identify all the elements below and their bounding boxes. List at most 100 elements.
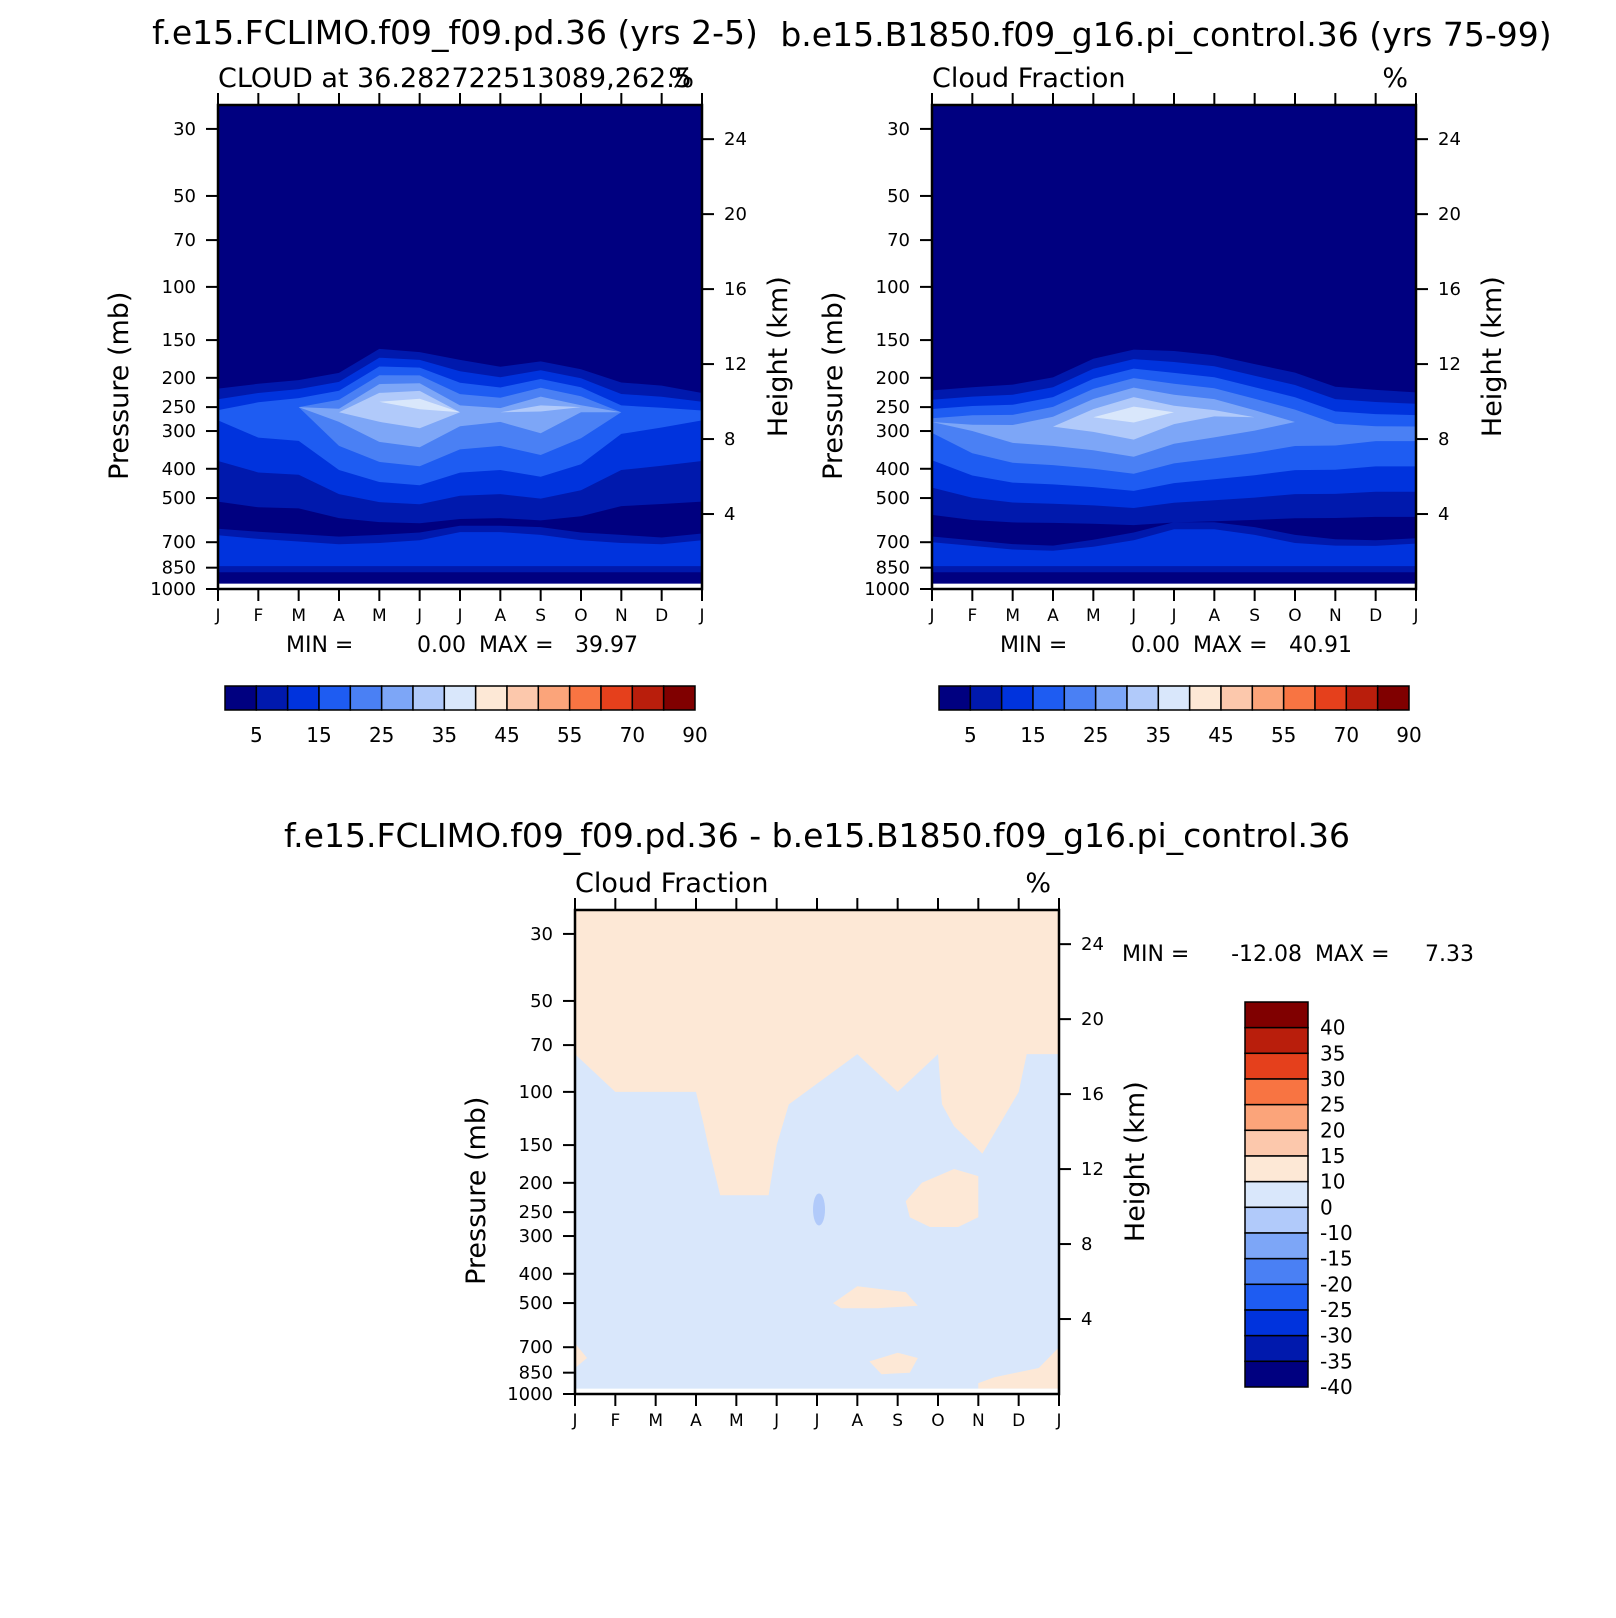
y-tick-label: 850 bbox=[519, 1363, 553, 1384]
x-tick-label: J bbox=[773, 1411, 779, 1431]
y2-tick-label: 4 bbox=[1438, 504, 1449, 525]
y2-tick-label: 24 bbox=[1081, 934, 1104, 955]
y-tick-label: 50 bbox=[530, 991, 553, 1012]
x-tick-label: M bbox=[729, 1411, 744, 1431]
x-tick-label: M bbox=[648, 1411, 663, 1431]
colorbar-swatch bbox=[380, 685, 414, 711]
y2-tick-label: 4 bbox=[724, 504, 735, 525]
y2-tick-label: 20 bbox=[1081, 1009, 1104, 1030]
low-cloud-band-10 bbox=[932, 529, 1416, 567]
panel-1: J F M A M J J A S O N D J 30 50 70 100 150 200 250 300 400 500… bbox=[104, 13, 794, 747]
plot-subtitle: Cloud Fraction bbox=[932, 63, 1125, 94]
y2-tick-label: 16 bbox=[724, 279, 747, 300]
y-tick-label: 400 bbox=[162, 459, 196, 480]
x-tick-label: S bbox=[892, 1411, 903, 1431]
colorbar-label: 20 bbox=[1320, 1118, 1345, 1142]
colorbar-swatch bbox=[1244, 1078, 1309, 1106]
y2-tick-label: 20 bbox=[1438, 204, 1461, 225]
y-tick-label: 400 bbox=[876, 459, 910, 480]
colorbar-swatch bbox=[1314, 685, 1348, 711]
colorbar-swatch bbox=[1244, 1206, 1309, 1234]
colorbar-label: 90 bbox=[682, 723, 707, 747]
x-tick-label: J bbox=[1055, 1411, 1061, 1431]
colorbar-swatch bbox=[1244, 1155, 1309, 1183]
colorbar-swatch bbox=[938, 685, 972, 711]
x-tick-label: J bbox=[698, 606, 704, 626]
colorbar-swatch bbox=[318, 685, 352, 711]
positive-blob-low bbox=[869, 1352, 918, 1375]
y-tick-label: 250 bbox=[162, 397, 196, 418]
colorbar-swatch bbox=[1000, 685, 1034, 711]
x-tick-label: J bbox=[813, 1411, 819, 1431]
colorbar-label: 15 bbox=[1320, 1144, 1345, 1168]
y-tick-label: 50 bbox=[887, 186, 910, 207]
y-tick-label: 30 bbox=[887, 119, 910, 140]
colorbar-swatch bbox=[1032, 685, 1066, 711]
colorbar-swatch bbox=[506, 685, 540, 711]
x-tick-label: M bbox=[1005, 606, 1020, 626]
x-tick-label: J bbox=[456, 606, 462, 626]
y2-axis-label: Height (km) bbox=[1120, 1081, 1151, 1242]
colorbar-label: 90 bbox=[1396, 723, 1421, 747]
colorbar-swatch bbox=[1220, 685, 1254, 711]
colorbar-label: 10 bbox=[1320, 1170, 1345, 1194]
y2-tick-label: 12 bbox=[1081, 1159, 1104, 1180]
y-tick-label: 700 bbox=[876, 532, 910, 553]
colorbar-label: 15 bbox=[306, 723, 331, 747]
positive-blob-mid bbox=[833, 1286, 918, 1309]
x-tick-label: N bbox=[972, 1411, 985, 1431]
x-tick-label: A bbox=[333, 606, 345, 626]
colorbar-swatch bbox=[1244, 1283, 1309, 1311]
y-tick-label: 500 bbox=[162, 488, 196, 509]
colorbar-swatch bbox=[1244, 1026, 1309, 1055]
colorbar-label: 25 bbox=[1083, 723, 1108, 747]
panel-3: J F M A M J J A S O N D J305070100150200250300400500… bbox=[284, 816, 1474, 1431]
positive-blob-left bbox=[575, 1343, 588, 1368]
colorbar-label: 35 bbox=[432, 723, 457, 747]
x-tick-label: N bbox=[615, 606, 628, 626]
max-value: 39.97 bbox=[575, 633, 638, 658]
positive-region-upper bbox=[575, 910, 1059, 1196]
x-tick-label: D bbox=[1012, 1411, 1025, 1431]
x-tick-label: M bbox=[372, 606, 387, 626]
colorbar-swatch bbox=[412, 685, 446, 711]
y-tick-label: 700 bbox=[162, 532, 196, 553]
colorbar-label: 70 bbox=[620, 723, 645, 747]
min-label: MIN = bbox=[1122, 942, 1189, 967]
surface-strip bbox=[932, 583, 1416, 589]
y-tick-label: 250 bbox=[876, 397, 910, 418]
colorbar-swatch bbox=[1376, 685, 1410, 711]
x-tick-label: A bbox=[495, 606, 507, 626]
y-tick-label: 70 bbox=[887, 230, 910, 251]
x-tick-label: M bbox=[1086, 606, 1101, 626]
y-tick-label: 500 bbox=[519, 1293, 553, 1314]
max-value: 40.91 bbox=[1289, 633, 1352, 658]
colorbar-swatch bbox=[1244, 1360, 1309, 1388]
y-tick-label: 50 bbox=[173, 186, 196, 207]
colorbar-label: 40 bbox=[1320, 1016, 1345, 1040]
x-tick-label: J bbox=[416, 606, 422, 626]
colorbar-label: 5 bbox=[964, 723, 977, 747]
positive-blob-surface bbox=[978, 1347, 1059, 1389]
colorbar-swatch bbox=[969, 685, 1003, 711]
x-tick-label: O bbox=[931, 1411, 944, 1431]
plot-subtitle: Cloud Fraction bbox=[575, 868, 768, 899]
y-tick-label: 100 bbox=[519, 1082, 553, 1103]
y-tick-label: 150 bbox=[162, 330, 196, 351]
colorbar-label: 35 bbox=[1146, 723, 1171, 747]
colorbar-swatch bbox=[568, 685, 602, 711]
x-tick-label: F bbox=[967, 606, 977, 626]
y-tick-label: 100 bbox=[876, 277, 910, 298]
colorbar-label: 55 bbox=[557, 723, 582, 747]
x-tick-label: O bbox=[1288, 606, 1301, 626]
x-tick-label: D bbox=[655, 606, 668, 626]
y2-tick-label: 8 bbox=[724, 429, 735, 450]
colorbar-swatch bbox=[286, 685, 320, 711]
colorbar-label: 25 bbox=[369, 723, 394, 747]
contour-band-30 bbox=[932, 397, 1416, 440]
y2-tick-label: 12 bbox=[724, 354, 747, 375]
y2-tick-label: 4 bbox=[1081, 1309, 1092, 1330]
negative-spot bbox=[813, 1193, 826, 1226]
